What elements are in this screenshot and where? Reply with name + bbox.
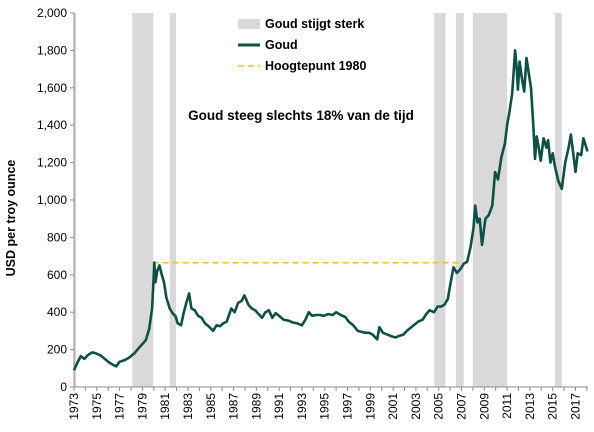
x-tick-label: 1985 — [204, 393, 218, 420]
shaded-period-band — [169, 13, 177, 387]
y-axis-label: USD per troy ounce — [4, 160, 18, 277]
x-tick-label: 1977 — [113, 393, 127, 420]
y-tick-label: 0 — [60, 380, 67, 394]
y-tick-label: 1,600 — [37, 81, 67, 95]
y-tick-label: 800 — [47, 230, 67, 244]
legend: Goud stijgt sterk Goud Hoogtepunt 1980 — [238, 17, 366, 73]
x-axis: 1973 1975 1977 1979 1981 1983 1985 1987 1989 1991… — [67, 386, 588, 420]
x-tick-label: 1979 — [135, 393, 149, 420]
x-tick-label: 1997 — [341, 393, 355, 420]
x-tick-label: 1981 — [158, 393, 172, 420]
x-tick-label: 2015 — [546, 393, 560, 420]
legend-label: Goud stijgt sterk — [265, 17, 364, 31]
x-tick-label: 2009 — [477, 393, 491, 420]
y-tick-label: 200 — [47, 343, 67, 357]
legend-label: Goud — [265, 38, 298, 52]
x-tick-label: 1983 — [181, 393, 195, 420]
y-tick-label: 600 — [47, 268, 67, 282]
x-tick-label: 1991 — [272, 393, 286, 420]
chart-annotation: Goud steeg slechts 18% van de tijd — [188, 108, 414, 123]
shaded-period-band — [554, 13, 562, 387]
x-tick-label: 2011 — [500, 393, 514, 419]
x-tick-label: 1995 — [318, 393, 332, 420]
x-tick-label: 2001 — [386, 393, 400, 420]
x-tick-label: 1975 — [90, 393, 104, 420]
y-tick-label: 1,200 — [37, 156, 67, 170]
shaded-period-band — [132, 13, 154, 387]
x-tick-label: 2007 — [454, 393, 468, 420]
y-tick-label: 1,400 — [37, 118, 67, 132]
legend-label: Hoogtepunt 1980 — [265, 59, 366, 73]
legend-swatch-band — [238, 19, 260, 29]
x-tick-label: 1989 — [249, 393, 263, 420]
shaded-period-band — [472, 13, 508, 387]
shaded-periods — [74, 13, 562, 387]
shaded-period-band — [455, 13, 464, 387]
x-tick-label: 2017 — [568, 393, 582, 420]
shaded-period-band — [434, 13, 446, 387]
x-tick-label: 1973 — [67, 393, 81, 420]
shaded-period-band — [74, 13, 77, 387]
y-tick-label: 2,000 — [37, 6, 67, 20]
y-axis: 0 200 400 600 800 1,000 1,200 1,400 1,600 1,800 2,… — [37, 6, 75, 394]
x-tick-label: 1999 — [363, 393, 377, 420]
y-tick-label: 400 — [47, 305, 67, 319]
y-tick-label: 1,000 — [37, 193, 67, 207]
y-tick-label: 1,800 — [37, 43, 67, 57]
x-tick-label: 2003 — [409, 393, 423, 420]
gold-price-line — [72, 49, 589, 371]
x-tick-label: 1993 — [295, 393, 309, 420]
x-tick-label: 2005 — [432, 393, 446, 420]
x-tick-label: 2013 — [523, 393, 537, 420]
x-tick-label: 1987 — [227, 393, 241, 420]
